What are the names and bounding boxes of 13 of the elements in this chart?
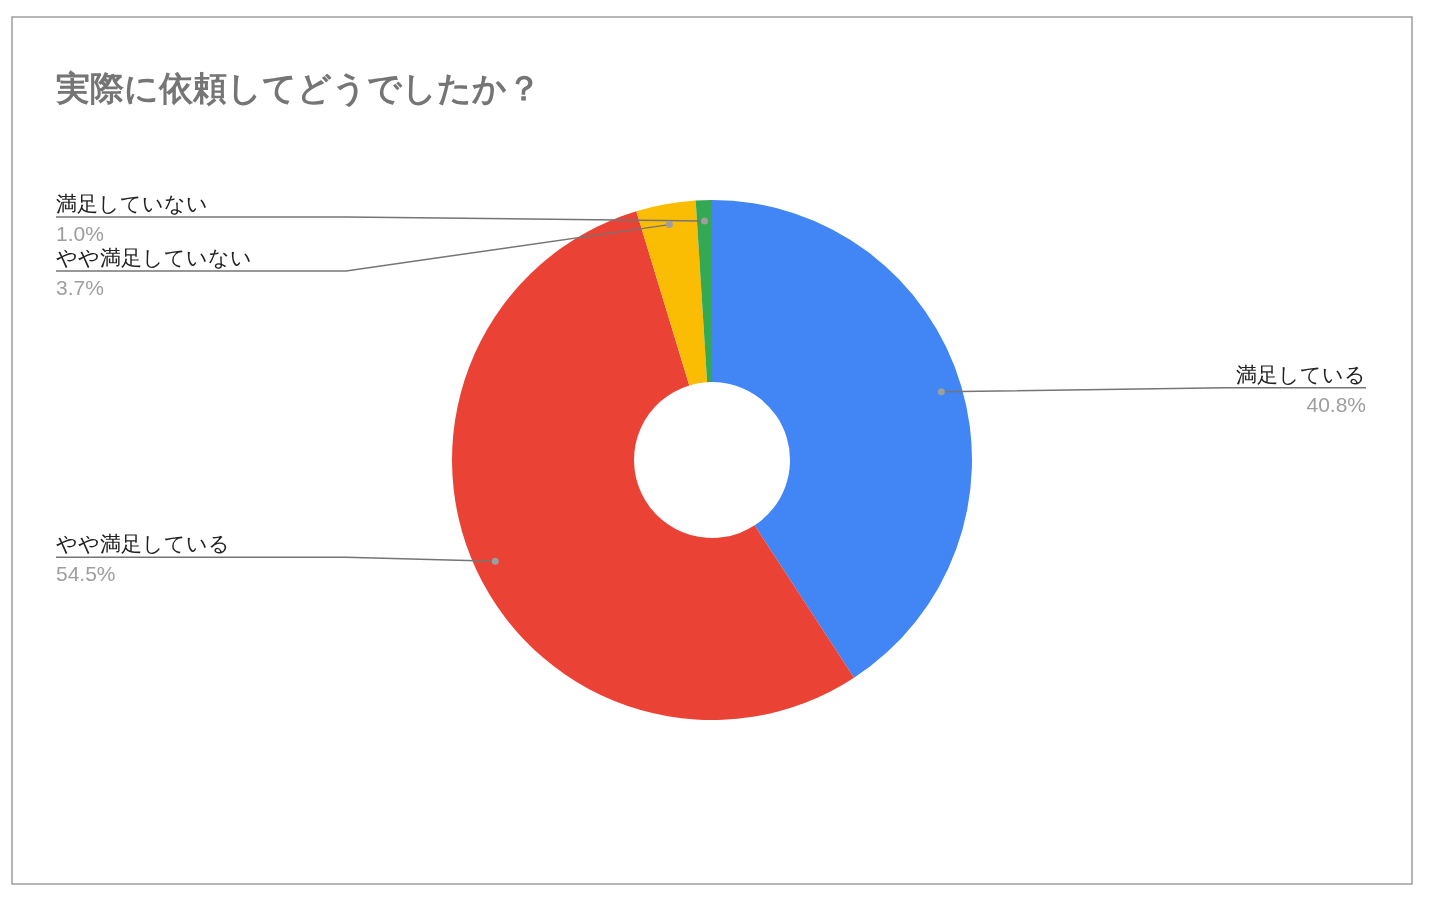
donut-slice — [636, 200, 708, 386]
donut-slice — [695, 200, 712, 383]
slice-label: やや満足している — [56, 532, 230, 556]
data-label: 40.8% — [1306, 392, 1366, 416]
donut-slice — [712, 200, 972, 678]
slice-label: 満足している — [1236, 362, 1366, 386]
slice-label: やや満足していない — [56, 245, 252, 269]
data-label: 1.0% — [56, 221, 104, 245]
data-label: 3.7% — [56, 275, 104, 299]
slice-label: 満足していない — [56, 191, 208, 215]
data-label: 54.5% — [56, 562, 116, 586]
donut-slice — [452, 211, 855, 720]
chart-title: 実際に依頼してどうでしたか？ — [55, 69, 541, 108]
